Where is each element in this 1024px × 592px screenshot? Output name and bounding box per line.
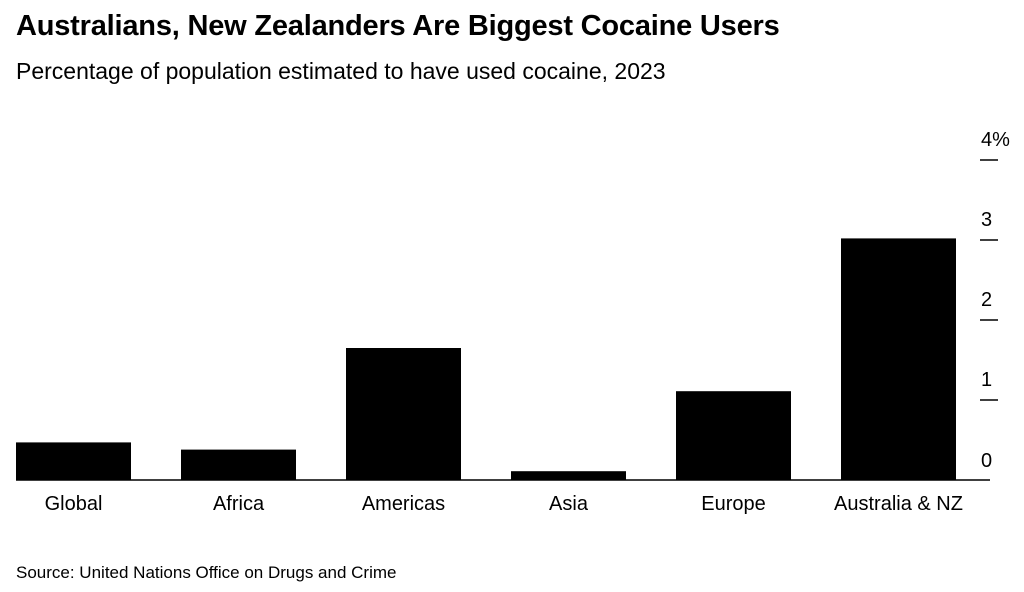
chart-subtitle: Percentage of population estimated to ha… [16,58,666,84]
y-tick-label: 0 [981,450,992,472]
y-axis: 0 1 2 3 4% [980,129,1010,472]
bar-global [16,442,131,480]
y-tick-label: 1 [981,369,992,391]
x-tick-label-global: Global [45,493,103,515]
x-tick-label-africa: Africa [213,493,265,515]
y-tick-label: 2 [981,289,992,311]
chart-title: Australians, New Zealanders Are Biggest … [16,10,780,42]
x-axis-labels: Global Africa Americas Asia Europe Australia … [45,493,963,515]
x-tick-label-americas: Americas [362,493,445,515]
source-note: Source: United Nations Office on Drugs a… [16,563,397,582]
bar-asia [511,471,626,480]
y-tick-label: 3 [981,209,992,231]
x-tick-label-asia: Asia [549,493,589,515]
bar-europe [676,391,791,480]
y-tick-label: 4% [981,129,1010,151]
x-tick-label-europe: Europe [701,493,766,515]
bars-group [16,238,956,480]
x-tick-label-australia-nz: Australia & NZ [834,493,963,515]
bar-africa [181,449,296,480]
bar-australia-nz [841,238,956,480]
bar-americas [346,348,461,480]
